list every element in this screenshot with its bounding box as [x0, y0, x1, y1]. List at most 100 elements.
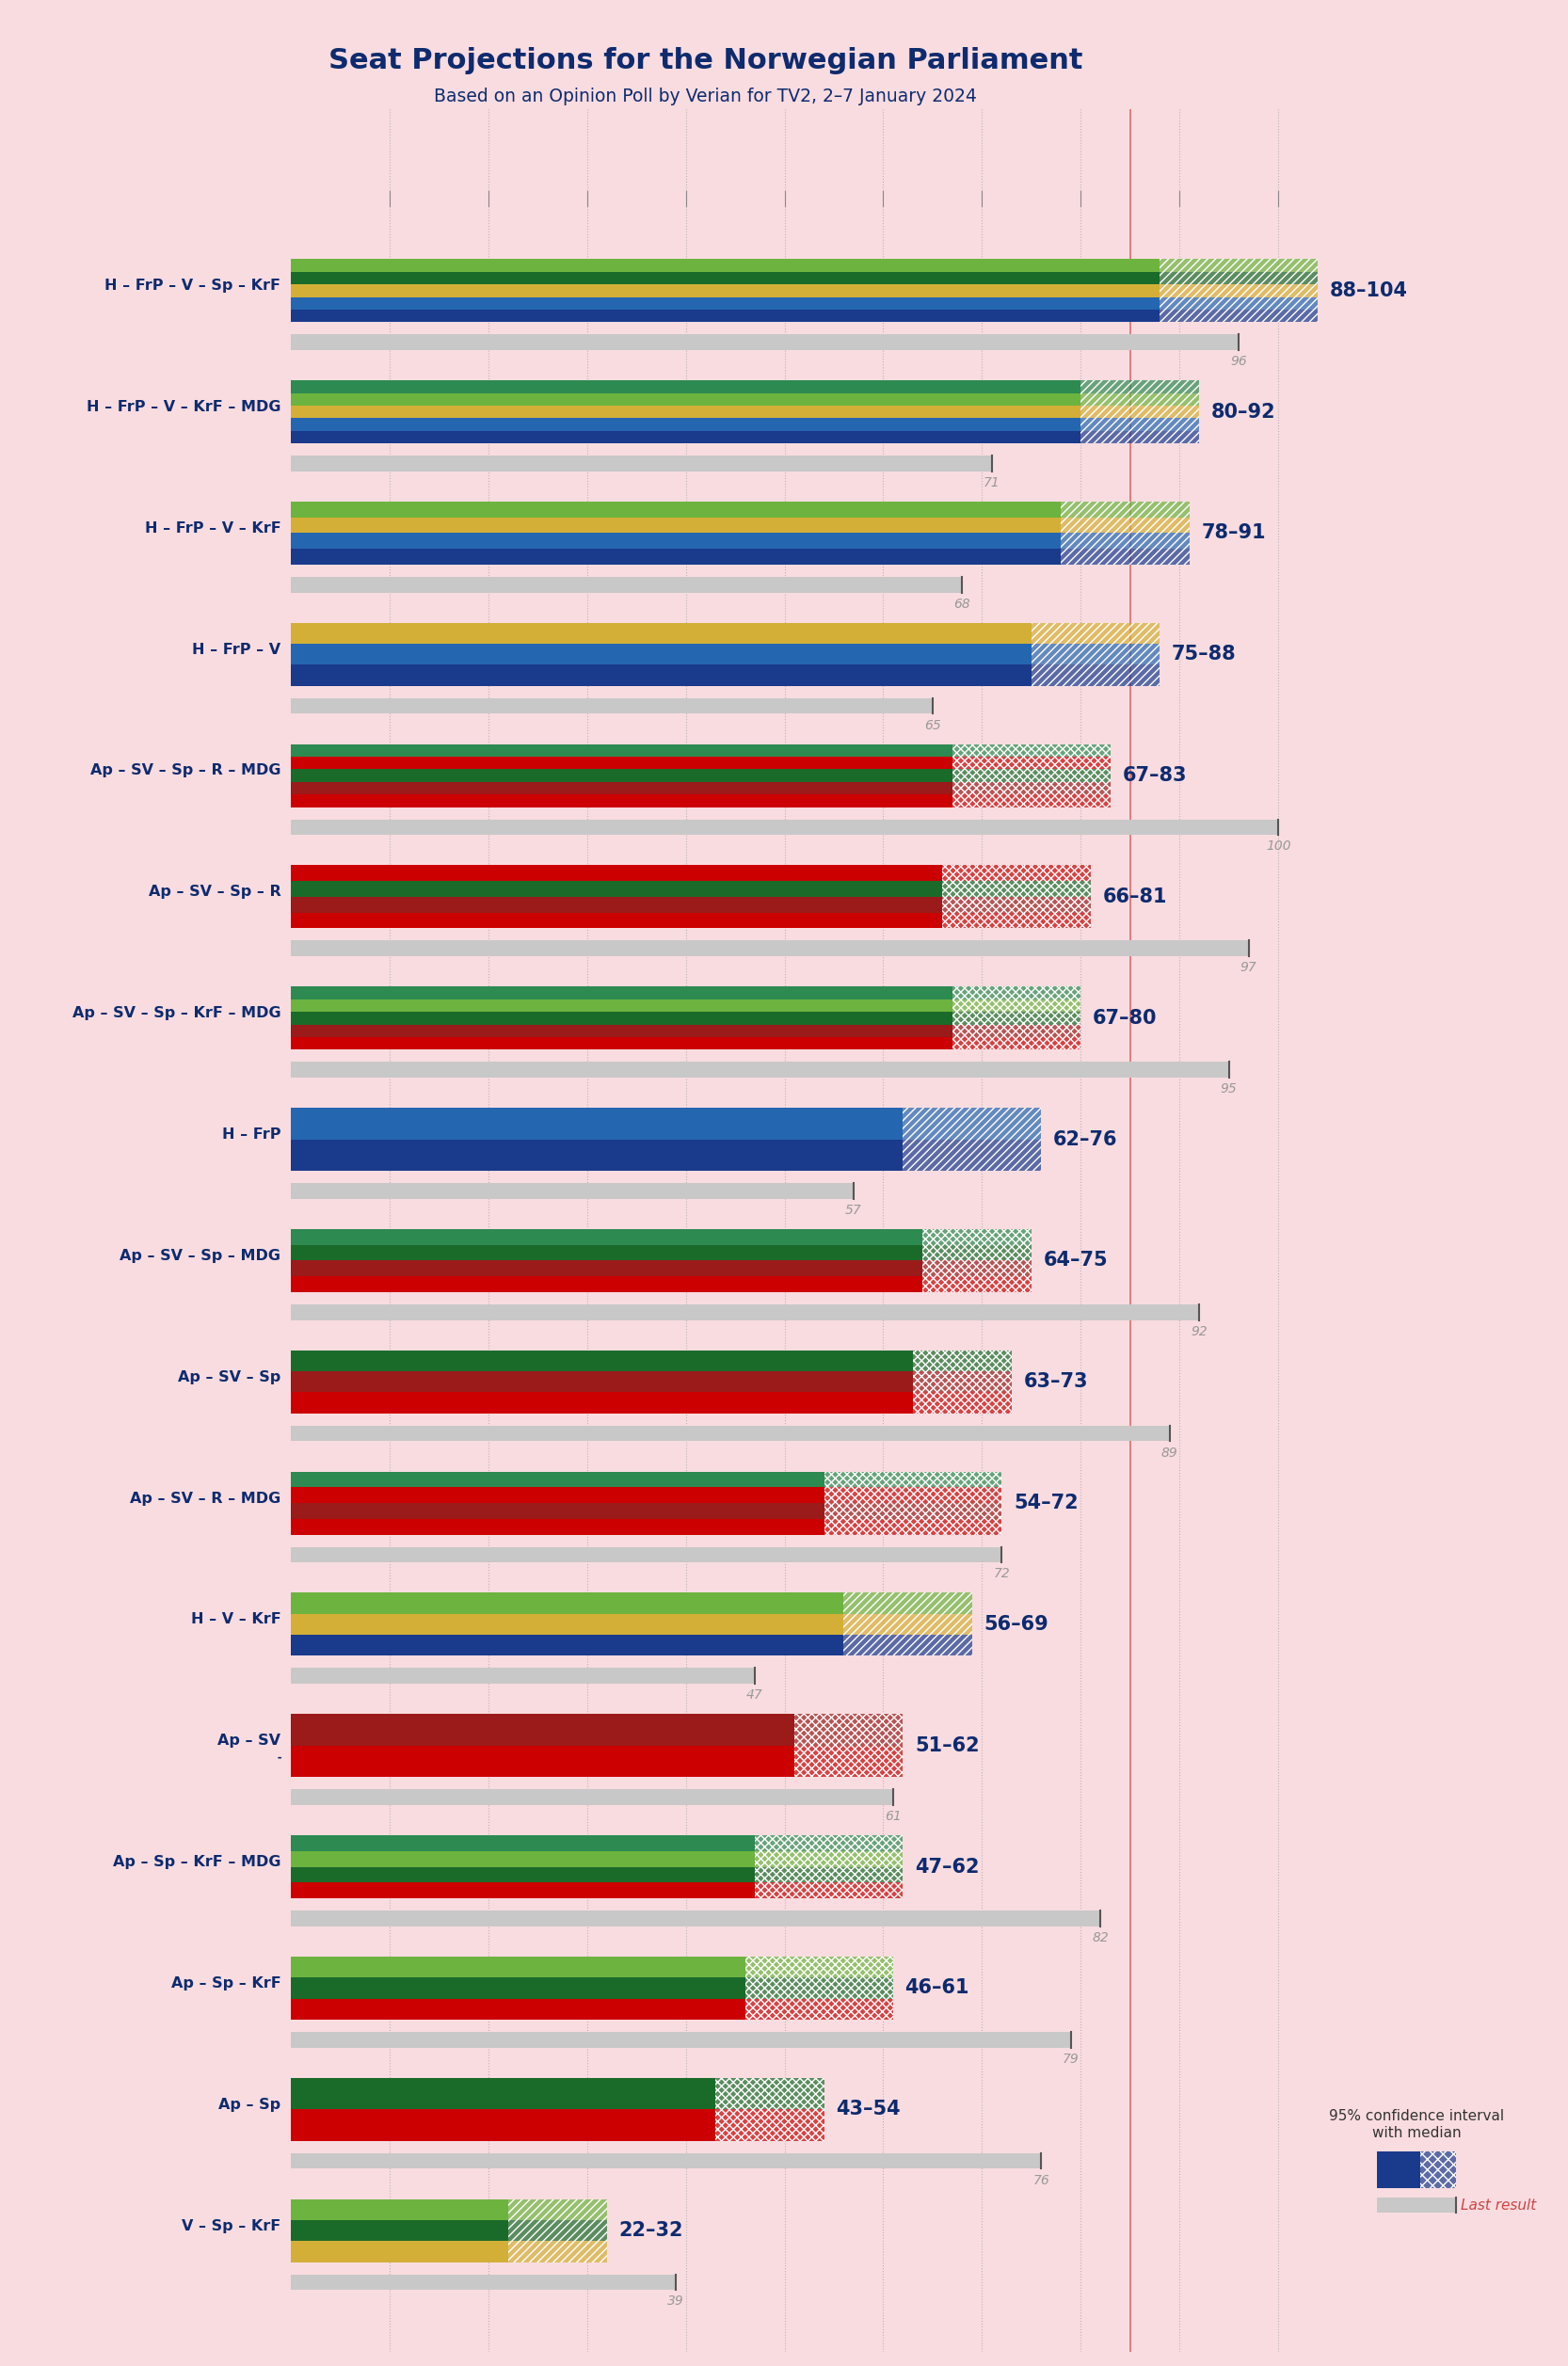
Bar [290, 1261, 922, 1275]
Bar [1062, 502, 1190, 518]
Bar [1080, 381, 1200, 393]
Bar [1062, 532, 1190, 549]
Bar [1080, 431, 1200, 442]
Bar [290, 2110, 715, 2141]
Bar [508, 2241, 607, 2262]
Bar [290, 1275, 922, 1292]
Text: 64–75: 64–75 [1043, 1252, 1109, 1271]
Bar [290, 1024, 952, 1036]
Bar [1421, 2151, 1457, 2189]
Text: 47–62: 47–62 [914, 1857, 980, 1876]
Bar [290, 431, 1080, 442]
Bar [1160, 272, 1317, 284]
Bar [290, 998, 952, 1013]
Bar [913, 1351, 1011, 1372]
Bar [913, 1372, 1011, 1391]
Bar [952, 998, 1080, 1013]
Bar [290, 334, 1239, 350]
Text: Ap – SV – Sp – R: Ap – SV – Sp – R [149, 885, 281, 899]
Bar [1080, 393, 1200, 405]
Bar [942, 897, 1091, 913]
Bar [1080, 405, 1200, 419]
Text: 22–32: 22–32 [618, 2222, 684, 2241]
Bar [290, 381, 1200, 442]
Bar [715, 2110, 825, 2141]
Bar [1080, 419, 1200, 431]
Bar [290, 1592, 844, 1614]
Bar [290, 866, 942, 880]
Text: 39: 39 [668, 2295, 684, 2309]
Text: H – FrP – V – KrF – MDG: H – FrP – V – KrF – MDG [86, 400, 281, 414]
Bar [290, 1614, 844, 1635]
Bar [290, 381, 1080, 393]
Bar [922, 1228, 1032, 1245]
Bar [1032, 644, 1160, 665]
Bar [952, 987, 1080, 998]
Bar [1080, 405, 1200, 419]
Bar [1421, 2151, 1457, 2189]
Bar [952, 1036, 1080, 1051]
Bar [844, 1592, 972, 1614]
Bar [290, 1062, 1229, 1077]
Text: 56–69: 56–69 [985, 1616, 1049, 1635]
Bar [290, 1351, 1011, 1413]
Bar [290, 1957, 745, 1978]
Bar [290, 1140, 903, 1171]
Bar [290, 665, 1032, 686]
Bar [952, 998, 1080, 1013]
Bar [290, 502, 1062, 518]
Bar [508, 2219, 607, 2241]
Bar [922, 1245, 1032, 1261]
Bar [290, 1668, 754, 1685]
Bar [290, 1304, 1200, 1320]
Bar [290, 2219, 508, 2241]
Text: 97: 97 [1240, 961, 1258, 975]
Bar [290, 1427, 1170, 1441]
Bar [290, 795, 952, 807]
Bar [844, 1614, 972, 1635]
Bar [290, 502, 1190, 565]
Bar [290, 419, 1080, 431]
Text: 57: 57 [845, 1204, 862, 1216]
Bar [290, 897, 942, 913]
Bar [290, 405, 1080, 419]
Bar [825, 1502, 1002, 1519]
Bar [825, 1502, 1002, 1519]
Text: Ap – SV – Sp – R – MDG: Ap – SV – Sp – R – MDG [91, 764, 281, 778]
Text: 92: 92 [1192, 1325, 1207, 1339]
Bar [844, 1635, 972, 1656]
Bar [290, 1472, 1002, 1536]
Bar [290, 298, 1160, 310]
Bar [290, 1502, 825, 1519]
Text: 95% confidence interval
with median: 95% confidence interval with median [1330, 2110, 1504, 2139]
Text: 67–80: 67–80 [1093, 1008, 1157, 1027]
Bar [844, 1614, 972, 1635]
Bar [952, 987, 1080, 998]
Bar [952, 757, 1110, 769]
Text: H – FrP – V – Sp – KrF: H – FrP – V – Sp – KrF [105, 279, 281, 293]
Bar [754, 1836, 903, 1850]
Bar [754, 1883, 903, 1898]
Bar [290, 457, 993, 471]
Bar [952, 745, 1110, 757]
Bar [1062, 532, 1190, 549]
Bar [290, 644, 1032, 665]
Bar [290, 1519, 825, 1536]
Bar [825, 1519, 1002, 1536]
Text: 78–91: 78–91 [1201, 523, 1265, 542]
Bar [1160, 310, 1317, 322]
Bar [844, 1635, 972, 1656]
Bar [1032, 665, 1160, 686]
Bar [903, 1107, 1041, 1140]
Bar [290, 1183, 853, 1200]
Bar [913, 1372, 1011, 1391]
Bar [754, 1850, 903, 1867]
Text: 43–54: 43–54 [836, 2101, 900, 2120]
Bar [290, 769, 952, 781]
Bar [290, 272, 1160, 284]
Bar [745, 1957, 894, 1978]
Bar [290, 532, 1062, 549]
Text: Ap – SV – R – MDG: Ap – SV – R – MDG [130, 1491, 281, 1505]
Bar [1160, 272, 1317, 284]
Bar [290, 1592, 972, 1656]
